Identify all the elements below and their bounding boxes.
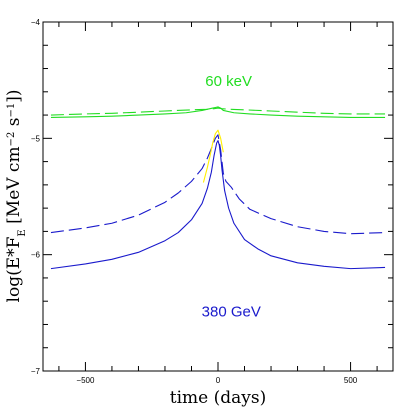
x-tick-label: −500	[76, 376, 95, 385]
series-group	[50, 106, 386, 270]
series-line-0	[50, 106, 386, 118]
x-axis-title: time (days)	[170, 388, 266, 408]
series-label-1: 380 GeV	[202, 303, 261, 320]
y-axis-title-unit-1: [MeV cm	[4, 146, 24, 229]
y-axis-title-sub: E	[17, 229, 28, 236]
y-axis-title-sup-1: −2	[6, 132, 17, 147]
axis-ticks	[43, 21, 393, 372]
y-axis-title-main: log(E*F	[4, 236, 24, 302]
y-axis-title: log(E*FE [MeV cm−2 s−1])	[4, 90, 28, 303]
series-line-1	[50, 107, 386, 116]
series-line-2	[50, 140, 386, 270]
axis-tick-labels: −500 0 500 −7 −6 −5 −4	[31, 18, 358, 385]
y-axis-title-end: ])	[4, 90, 24, 103]
x-tick-label: 500	[344, 376, 358, 385]
series-label-0: 60 keV	[205, 73, 252, 90]
series-line-3	[50, 134, 386, 235]
y-axis-title-sup-2: −1	[6, 103, 17, 118]
y-tick-label: −5	[31, 134, 41, 143]
y-tick-label: −6	[31, 251, 41, 260]
series-line-4	[202, 129, 224, 183]
y-tick-label: −7	[31, 367, 41, 376]
series-annotations: 60 keV 380 GeV	[202, 73, 261, 320]
x-tick-label: 0	[216, 376, 221, 385]
y-tick-label: −4	[31, 18, 41, 27]
y-axis-title-unit-2: s	[4, 118, 24, 132]
